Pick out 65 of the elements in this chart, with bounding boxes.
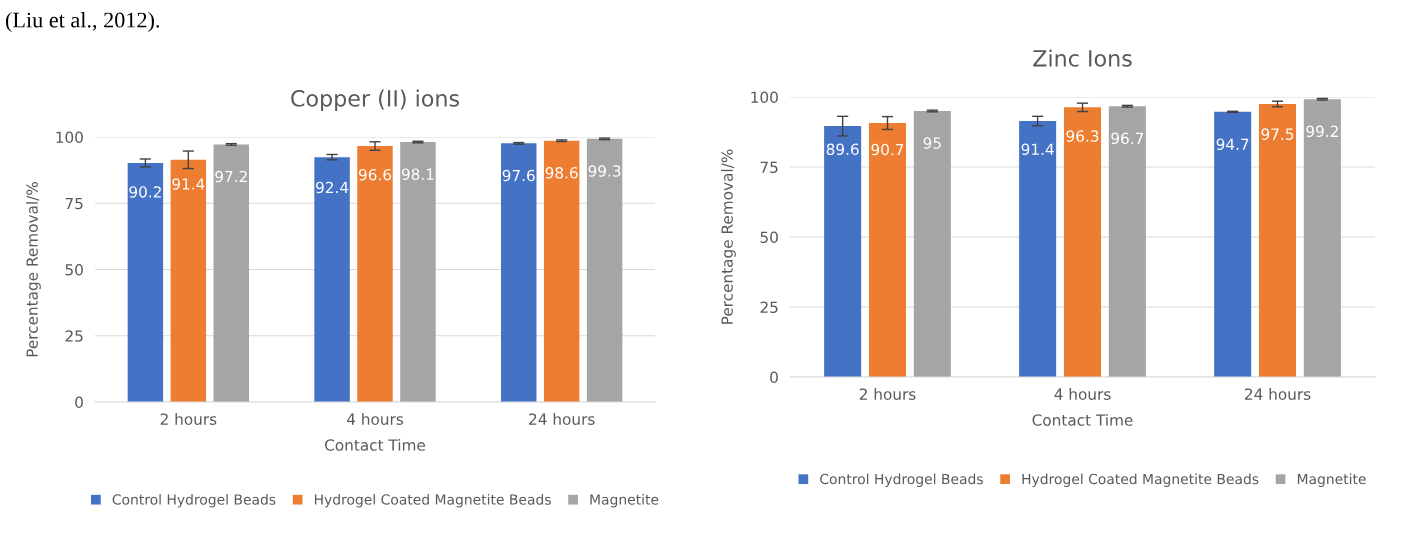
bar xyxy=(1108,106,1146,377)
data-label: 96.6 xyxy=(358,168,392,181)
chart-title: Copper (II) ions xyxy=(291,89,459,112)
x-tick-label: 4 hours xyxy=(346,413,404,425)
y-tick-label: 100 xyxy=(56,131,83,144)
bar xyxy=(586,138,623,402)
y-tick-label: 25 xyxy=(760,301,778,314)
data-label: 95 xyxy=(923,137,941,149)
data-label: 96.3 xyxy=(1066,130,1099,142)
data-label: 99.2 xyxy=(1306,125,1338,138)
y-axis-title: Percentage Removal/% xyxy=(26,182,41,357)
bar xyxy=(1303,99,1341,377)
data-label: 97.6 xyxy=(502,169,535,182)
data-label: 98.1 xyxy=(401,168,434,180)
bar xyxy=(170,159,207,402)
legend-label: Control Hydrogel Beads xyxy=(820,473,983,487)
legend-label: Hydrogel Coated Magnetite Beads xyxy=(314,494,551,508)
data-label: 91.4 xyxy=(172,178,205,190)
bar xyxy=(357,146,393,402)
x-tick-label: 2 hours xyxy=(160,413,217,425)
data-label: 89.6 xyxy=(826,143,859,156)
chart-title: Zinc Ions xyxy=(1033,49,1132,67)
bar xyxy=(213,144,249,402)
bar xyxy=(1019,121,1057,377)
bar xyxy=(127,162,164,402)
x-tick-label: 2 hours xyxy=(859,388,916,400)
data-label: 99.3 xyxy=(588,165,621,177)
bar xyxy=(868,123,907,377)
y-tick-label: 50 xyxy=(760,231,778,244)
legend-label: Magnetite xyxy=(590,494,659,508)
legend-label: Control Hydrogel Beads xyxy=(112,494,276,508)
data-label: 90.7 xyxy=(871,143,904,156)
text: (Liu et al., 2012). xyxy=(5,11,160,33)
bar xyxy=(824,126,862,377)
data-label: 92.4 xyxy=(316,181,349,194)
data-label: 91.4 xyxy=(1021,143,1054,156)
bar xyxy=(1258,104,1297,377)
y-tick-label: 75 xyxy=(65,197,83,210)
y-tick-label: 100 xyxy=(751,91,778,104)
bar xyxy=(1214,111,1252,377)
x-axis-title: Contact Time xyxy=(325,439,426,451)
data-label: 97.5 xyxy=(1261,128,1294,140)
x-tick-label: 24 hours xyxy=(1245,388,1311,400)
data-label: 90.2 xyxy=(129,186,161,198)
legend-label: Magnetite xyxy=(1297,473,1366,487)
bar xyxy=(314,157,350,402)
data-label: 94.7 xyxy=(1216,138,1249,150)
y-axis-title: Percentage Removal/% xyxy=(721,149,736,324)
x-tick-label: 4 hours xyxy=(1054,388,1111,400)
bar xyxy=(400,142,436,402)
data-label: 98.6 xyxy=(545,167,578,179)
data-label: 96.7 xyxy=(1111,132,1144,145)
y-tick-label: 0 xyxy=(770,371,778,384)
bar xyxy=(501,143,537,402)
x-tick-label: 24 hours xyxy=(529,413,595,425)
y-tick-label: 75 xyxy=(760,161,778,174)
y-tick-label: 50 xyxy=(65,263,83,276)
y-tick-label: 0 xyxy=(75,396,83,409)
bar xyxy=(543,140,580,402)
bar xyxy=(1063,107,1102,377)
y-tick-label: 25 xyxy=(65,330,83,342)
bar xyxy=(913,111,951,377)
legend-label: Hydrogel Coated Magnetite Beads xyxy=(1022,473,1259,487)
x-axis-title: Contact Time xyxy=(1032,414,1133,426)
data-label: 97.2 xyxy=(215,170,247,183)
